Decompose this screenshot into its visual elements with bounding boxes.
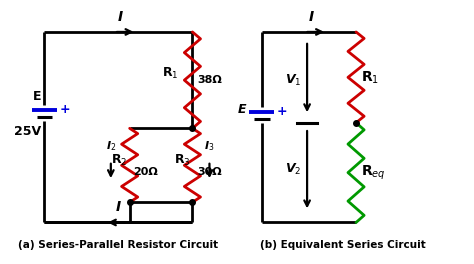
- Text: 25V: 25V: [14, 125, 41, 138]
- Text: +: +: [59, 103, 70, 116]
- Text: 30Ω: 30Ω: [197, 167, 221, 177]
- Text: R$_2$: R$_2$: [111, 153, 128, 168]
- Text: (a) Series-Parallel Resistor Circuit: (a) Series-Parallel Resistor Circuit: [18, 240, 219, 250]
- Text: R$_3$: R$_3$: [173, 153, 190, 168]
- Text: V$_2$: V$_2$: [285, 162, 302, 177]
- Text: V$_1$: V$_1$: [285, 73, 302, 88]
- Text: E: E: [238, 103, 246, 116]
- Text: I: I: [309, 10, 314, 24]
- Text: I: I: [116, 200, 121, 214]
- Text: +: +: [277, 105, 287, 118]
- Text: I$_3$: I$_3$: [204, 139, 215, 153]
- Text: R$_{eq}$: R$_{eq}$: [362, 163, 386, 182]
- Text: (b) Equivalent Series Circuit: (b) Equivalent Series Circuit: [260, 240, 426, 250]
- Text: I$_2$: I$_2$: [106, 139, 116, 153]
- Text: 20Ω: 20Ω: [133, 167, 158, 177]
- Text: E: E: [32, 91, 41, 103]
- Text: R$_1$: R$_1$: [362, 69, 380, 86]
- Text: 38Ω: 38Ω: [197, 75, 222, 85]
- Text: R$_1$: R$_1$: [162, 66, 178, 81]
- Text: I: I: [118, 10, 123, 24]
